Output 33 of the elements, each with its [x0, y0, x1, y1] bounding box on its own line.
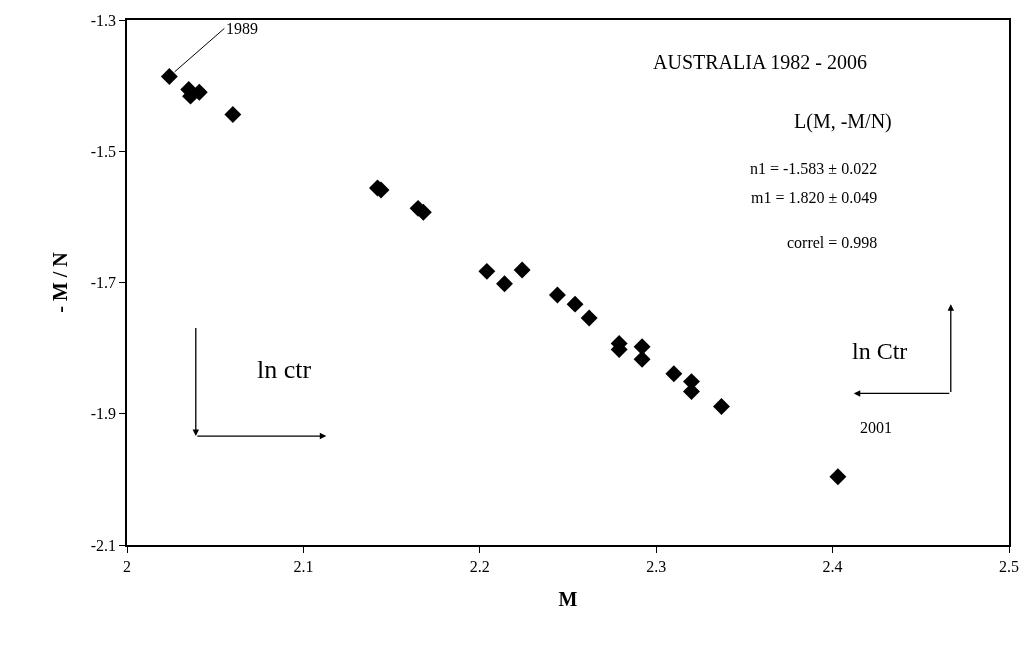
x-tick-label: 2.1: [293, 557, 314, 575]
annotation: ln ctr: [257, 355, 312, 384]
annotation: n1 = -1.583 ± 0.022: [750, 160, 878, 177]
text: AUSTRALIA 1982 - 2006: [653, 51, 867, 73]
point: [665, 365, 683, 383]
point: [513, 261, 531, 279]
x-axis-title: M: [558, 587, 578, 610]
annotation: correl = 0.998: [787, 234, 878, 251]
point: [478, 262, 496, 280]
y-tick-label: -1.9: [90, 405, 117, 423]
point: [713, 398, 730, 415]
annotation: m1 = 1.820 ± 0.049: [751, 189, 878, 206]
point: [496, 275, 513, 293]
point: [160, 67, 178, 85]
x-tick-label: 2.4: [822, 557, 843, 575]
text: L(M, -M/N): [794, 110, 892, 133]
point: [566, 295, 584, 313]
x-tick-label: 2.5: [999, 557, 1019, 575]
y-axis-title: - M / N: [48, 251, 71, 313]
point: [580, 309, 598, 327]
y-tick-label: -1.3: [90, 11, 117, 29]
point: [224, 106, 242, 123]
x-tick-label: 2.3: [646, 557, 667, 575]
y-tick-label: -1.5: [90, 142, 117, 160]
annotation: ln Ctr: [852, 338, 908, 364]
x-tick-label: 2.2: [469, 557, 490, 575]
x-tick-label: 2: [123, 557, 131, 575]
point: [829, 468, 847, 486]
y-tick-label: -1.7: [90, 274, 117, 292]
point: [548, 286, 566, 304]
annotation: 2001: [860, 419, 892, 436]
annotation: 1989: [226, 20, 258, 37]
y-tick-label: -2.1: [90, 536, 117, 554]
